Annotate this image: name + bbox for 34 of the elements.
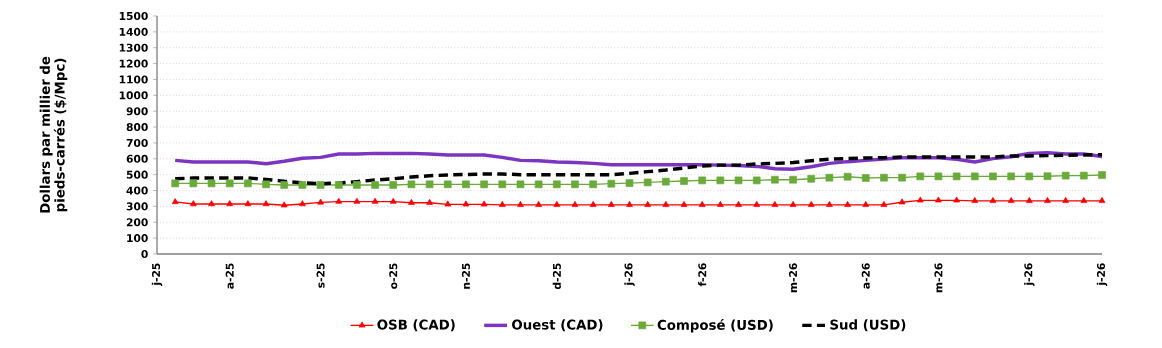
y-tick-label: 300 (126, 202, 148, 211)
y-tick-label: 500 (126, 170, 148, 179)
y-tick-label: 600 (126, 154, 148, 163)
x-tick-label: a-25 (225, 263, 234, 289)
x-tick-label: f-26 (698, 263, 707, 287)
x-tick-label: a-26 (861, 263, 870, 289)
x-tick-label: o-25 (389, 263, 398, 289)
y-tick-label: 1000 (119, 91, 148, 100)
y-tick-label: 0 (141, 249, 148, 259)
y-tick-label: 800 (126, 123, 148, 132)
x-tick-label: j-26 (624, 263, 635, 286)
x-tick-label: n-25 (461, 263, 470, 289)
x-tick-label: d-25 (552, 263, 561, 290)
y-tick-label: 1500 (119, 11, 148, 21)
y-tick-label: 700 (126, 138, 148, 147)
y-tick-label: 1300 (119, 43, 148, 52)
x-tick-label: j-25 (151, 263, 163, 286)
x-tick-label: s-25 (316, 263, 325, 288)
x-tick-label: j-26 (1024, 263, 1035, 286)
y-tick-label: 1200 (119, 59, 148, 68)
legend-label: OSB (CAD) (377, 319, 455, 332)
legend-label: Ouest (CAD) (512, 319, 603, 332)
y-axis-title: Dollars par millier de pieds-carrés ($/Mpc) (39, 56, 68, 213)
y-tick-label: 1100 (119, 75, 148, 84)
y-tick-label: 100 (127, 234, 148, 243)
x-tick-label: m-26 (789, 263, 798, 293)
x-tick-label: j-26 (1096, 263, 1108, 286)
y-tick-label: 900 (126, 107, 148, 116)
y-tick-label: 1400 (119, 27, 148, 36)
x-tick-label: m-26 (934, 263, 943, 293)
legend-label: Sud (USD) (830, 319, 906, 332)
y-tick-label: 200 (126, 218, 148, 227)
legend-label: Composé (USD) (657, 319, 773, 333)
y-tick-label: 400 (126, 186, 148, 195)
